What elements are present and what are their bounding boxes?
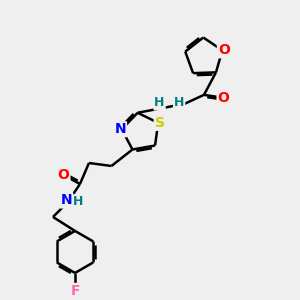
Text: H: H (73, 196, 84, 208)
Text: O: O (218, 43, 230, 57)
Text: N: N (114, 122, 126, 136)
Text: O: O (58, 168, 69, 182)
Text: O: O (218, 91, 230, 105)
Text: H: H (174, 96, 184, 109)
Text: H: H (154, 96, 165, 110)
Text: N: N (61, 194, 72, 208)
Text: F: F (70, 284, 80, 298)
Text: S: S (155, 116, 165, 130)
